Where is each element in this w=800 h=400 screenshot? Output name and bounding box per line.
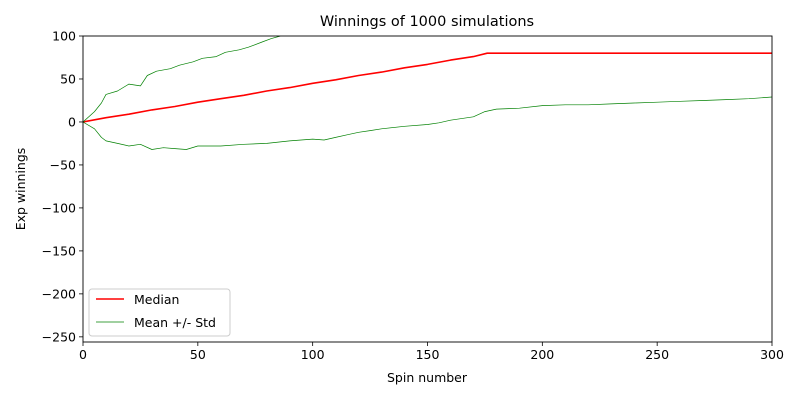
y-tick-label: 0 bbox=[68, 114, 76, 129]
y-axis-ticks: 100 50 0 −50 −100 −150 −200 −250 bbox=[42, 29, 83, 344]
legend: Median Mean +/- Std bbox=[88, 288, 231, 337]
y-axis-label: Exp winnings bbox=[13, 148, 28, 231]
x-tick-label: 100 bbox=[301, 347, 325, 362]
series-mean-minus-std-line bbox=[83, 96, 772, 150]
x-axis-ticks: 0 50 100 150 200 250 300 bbox=[79, 342, 784, 362]
legend-mean-std-label: Mean +/- Std bbox=[134, 315, 216, 330]
chart-title: Winnings of 1000 simulations bbox=[320, 14, 534, 30]
series-median-line bbox=[83, 52, 772, 123]
x-tick-label: 200 bbox=[530, 347, 554, 362]
y-tick-label: −250 bbox=[42, 329, 76, 344]
plot-area-frame bbox=[82, 35, 773, 343]
y-tick-label: 100 bbox=[52, 29, 76, 44]
x-tick-label: 300 bbox=[760, 347, 784, 362]
y-tick-label: 50 bbox=[60, 71, 76, 86]
legend-box bbox=[88, 288, 231, 337]
x-tick-label: 150 bbox=[416, 347, 440, 362]
x-axis-label: Spin number bbox=[387, 370, 468, 385]
legend-median-label: Median bbox=[134, 292, 179, 307]
x-tick-label: 250 bbox=[645, 347, 669, 362]
y-tick-label: −50 bbox=[50, 157, 76, 172]
x-tick-label: 50 bbox=[190, 347, 206, 362]
series-mean-plus-std-line bbox=[83, 36, 281, 123]
series-layer bbox=[83, 36, 772, 150]
y-tick-label: −150 bbox=[42, 243, 76, 258]
y-tick-label: −200 bbox=[42, 286, 76, 301]
x-tick-label: 0 bbox=[79, 347, 87, 362]
y-tick-label: −100 bbox=[42, 200, 76, 215]
